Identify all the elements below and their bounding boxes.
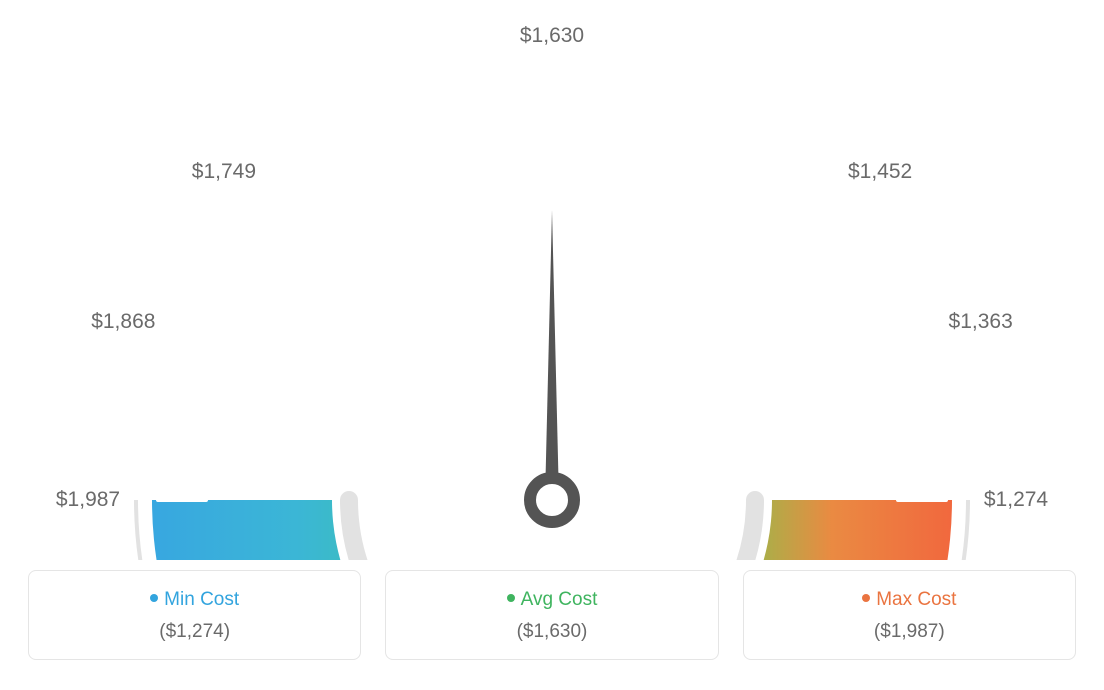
max-cost-title: Max Cost — [756, 589, 1063, 611]
avg-cost-value: ($1,630) — [398, 621, 705, 643]
cost-gauge: $1,274 $1,363 $1,452 $1,630 $1,749 $1,868 $1,9… — [0, 0, 1104, 560]
min-cost-card: Min Cost ($1,274) — [28, 570, 361, 660]
dot-icon — [150, 594, 158, 602]
avg-cost-title: Avg Cost — [398, 589, 705, 611]
summary-row: Min Cost ($1,274) Avg Cost ($1,630) Max … — [0, 570, 1104, 660]
gauge-tick-label: $1,868 — [91, 310, 155, 334]
gauge-svg — [0, 0, 1104, 560]
min-cost-title-text: Min Cost — [164, 589, 239, 610]
min-cost-value: ($1,274) — [41, 621, 348, 643]
avg-cost-title-text: Avg Cost — [521, 589, 598, 610]
gauge-tick-label: $1,452 — [848, 160, 912, 184]
gauge-tick-label: $1,987 — [56, 488, 120, 512]
dot-icon — [507, 594, 515, 602]
dot-icon — [862, 594, 870, 602]
gauge-tick-label: $1,274 — [984, 488, 1048, 512]
max-cost-card: Max Cost ($1,987) — [743, 570, 1076, 660]
avg-cost-card: Avg Cost ($1,630) — [385, 570, 718, 660]
max-cost-title-text: Max Cost — [876, 589, 956, 610]
gauge-tick-label: $1,363 — [949, 310, 1013, 334]
min-cost-title: Min Cost — [41, 589, 348, 611]
gauge-tick-label: $1,630 — [520, 24, 584, 48]
gauge-tick-label: $1,749 — [192, 160, 256, 184]
max-cost-value: ($1,987) — [756, 621, 1063, 643]
